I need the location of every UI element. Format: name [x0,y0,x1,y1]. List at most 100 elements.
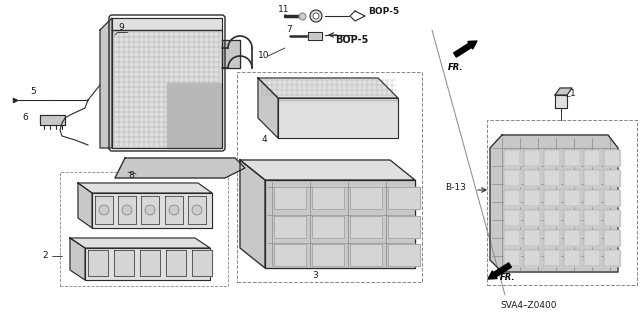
Text: SVA4–Z0400: SVA4–Z0400 [500,301,557,310]
Circle shape [313,13,319,19]
Circle shape [145,205,155,215]
Polygon shape [564,170,580,186]
Polygon shape [278,98,398,138]
Text: 1: 1 [570,90,576,99]
Polygon shape [240,160,265,268]
Polygon shape [604,250,620,266]
Polygon shape [388,244,420,266]
Bar [237,72,422,282]
Polygon shape [564,250,580,266]
Polygon shape [265,180,415,268]
Polygon shape [258,78,278,138]
Bar [487,120,637,285]
Polygon shape [350,244,382,266]
Polygon shape [100,18,112,148]
Polygon shape [70,238,85,280]
Polygon shape [584,250,600,266]
Circle shape [122,205,132,215]
Text: 3: 3 [312,271,317,279]
Polygon shape [504,230,520,246]
Polygon shape [504,150,520,166]
Text: 2: 2 [42,251,47,261]
Polygon shape [274,187,306,209]
Text: FR.: FR. [500,273,515,283]
Polygon shape [350,187,382,209]
Polygon shape [350,216,382,238]
Text: 6: 6 [22,114,28,122]
Circle shape [310,10,322,22]
Polygon shape [524,250,540,266]
Polygon shape [544,190,560,206]
Polygon shape [141,196,159,224]
Text: 10: 10 [258,50,269,60]
Polygon shape [604,230,620,246]
Polygon shape [308,32,322,40]
Polygon shape [524,190,540,206]
Polygon shape [112,30,222,148]
Polygon shape [312,244,344,266]
Text: 8: 8 [128,170,134,180]
Polygon shape [604,210,620,226]
Polygon shape [388,216,420,238]
Polygon shape [165,196,183,224]
Polygon shape [70,238,210,248]
Text: 9: 9 [118,24,124,33]
Circle shape [169,205,179,215]
Text: FR.: FR. [448,63,463,71]
Polygon shape [524,230,540,246]
Polygon shape [604,190,620,206]
Polygon shape [504,170,520,186]
Polygon shape [544,150,560,166]
Polygon shape [258,78,398,98]
Polygon shape [118,196,136,224]
Circle shape [192,205,202,215]
Polygon shape [524,210,540,226]
Polygon shape [274,244,306,266]
Polygon shape [604,150,620,166]
Polygon shape [388,187,420,209]
Polygon shape [192,250,212,276]
Polygon shape [604,170,620,186]
Polygon shape [524,150,540,166]
Polygon shape [490,135,618,272]
Polygon shape [167,83,222,148]
Text: BOP-5: BOP-5 [368,8,399,17]
Circle shape [99,205,109,215]
Text: 7: 7 [286,26,292,34]
Polygon shape [564,210,580,226]
Text: 4: 4 [262,136,268,145]
Polygon shape [584,150,600,166]
Polygon shape [564,150,580,166]
Polygon shape [85,248,210,280]
Polygon shape [504,250,520,266]
Polygon shape [78,183,92,228]
Polygon shape [504,190,520,206]
Polygon shape [222,40,240,68]
Polygon shape [350,11,365,21]
Polygon shape [312,216,344,238]
Polygon shape [544,210,560,226]
Polygon shape [544,250,560,266]
Polygon shape [524,170,540,186]
Polygon shape [95,196,113,224]
Polygon shape [584,210,600,226]
Polygon shape [544,170,560,186]
Text: 5: 5 [30,87,36,97]
Polygon shape [92,193,212,228]
Polygon shape [140,250,160,276]
Polygon shape [555,95,567,108]
Polygon shape [504,210,520,226]
Polygon shape [166,250,186,276]
Polygon shape [564,190,580,206]
Polygon shape [544,230,560,246]
Polygon shape [584,230,600,246]
Polygon shape [312,187,344,209]
Polygon shape [584,190,600,206]
FancyArrow shape [454,41,477,57]
Polygon shape [555,88,572,95]
Bar [60,172,228,286]
Polygon shape [564,230,580,246]
Polygon shape [115,158,245,178]
Polygon shape [584,170,600,186]
Polygon shape [188,196,206,224]
